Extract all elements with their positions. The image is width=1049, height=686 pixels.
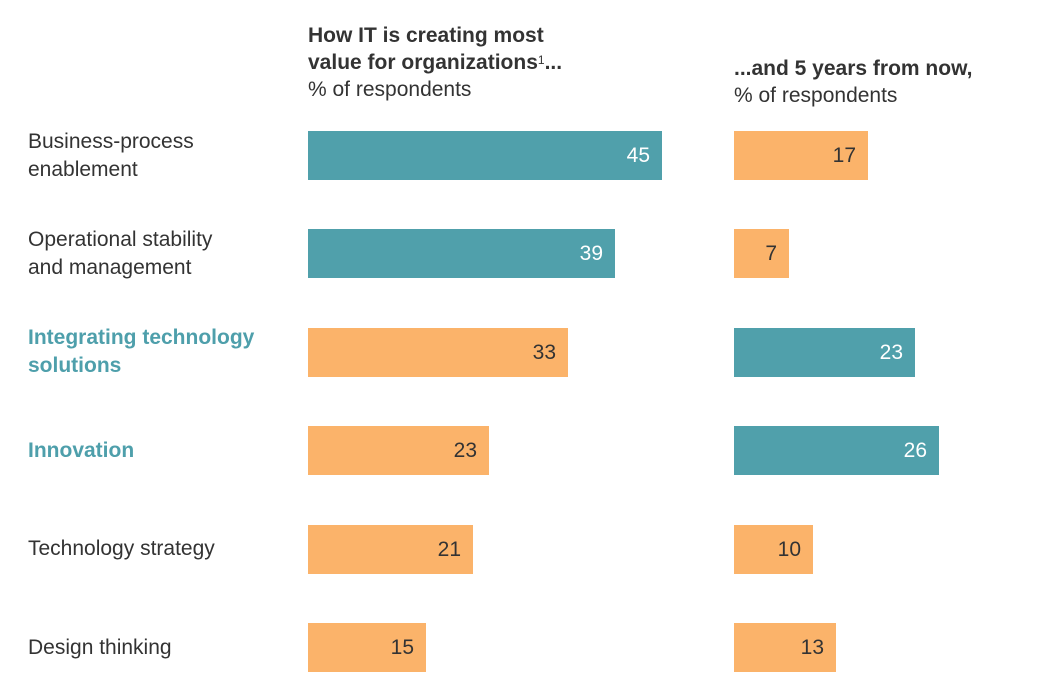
bar-value-label: 33 <box>532 340 556 364</box>
future-bar: 13 <box>734 623 836 672</box>
bar-value-label: 10 <box>777 537 801 561</box>
footnote-marker: 1 <box>537 53 545 67</box>
future-bar: 26 <box>734 426 939 476</box>
current-bar: 23 <box>308 426 489 476</box>
category-label: Technology strategy <box>28 535 308 563</box>
left-chart-title-line1: How IT is creating most <box>308 24 544 47</box>
bar-value-label: 15 <box>390 636 414 659</box>
category-label-line: Innovation <box>28 438 135 462</box>
category-label-line: and management <box>28 255 192 279</box>
left-chart-title-line2: value for organizations <box>308 51 538 74</box>
right-chart-title: ...and 5 years from now, <box>734 57 973 80</box>
future-bar: 10 <box>734 524 813 574</box>
future-bar: 7 <box>734 229 789 279</box>
category-label: Innovation <box>28 437 308 465</box>
category-label-line: Integrating technology <box>28 326 255 350</box>
category-label-line: Technology strategy <box>28 537 215 561</box>
future-bar: 17 <box>734 131 868 180</box>
current-bar: 21 <box>308 524 473 574</box>
bar-value-label: 21 <box>437 537 461 561</box>
current-bar: 45 <box>308 131 662 180</box>
category-label: Integrating technology solutions <box>28 324 308 380</box>
right-chart-header: ...and 5 years from now, % of respondent… <box>734 55 972 109</box>
current-bar: 33 <box>308 327 568 377</box>
bar-value-label: 13 <box>800 636 824 659</box>
bar-value-label: 45 <box>626 144 650 167</box>
left-chart-header: How IT is creating most value for organi… <box>308 22 562 103</box>
category-label-line: enablement <box>28 157 138 181</box>
category-label: Business-process enablement <box>28 128 308 184</box>
left-chart-subtitle: % of respondents <box>308 78 472 101</box>
bar-value-label: 26 <box>903 439 927 463</box>
category-label-line: solutions <box>28 354 122 378</box>
category-label: Design thinking <box>28 634 308 662</box>
current-bar: 39 <box>308 229 615 279</box>
category-label: Operational stability and management <box>28 226 308 282</box>
current-bar: 15 <box>308 623 426 672</box>
category-label-line: Operational stability <box>28 227 213 251</box>
category-label-line: Business-process <box>28 129 194 153</box>
bar-value-label: 17 <box>832 144 856 167</box>
category-label-line: Design thinking <box>28 635 172 659</box>
future-bar: 23 <box>734 327 915 377</box>
bar-value-label: 23 <box>879 340 903 364</box>
right-chart-subtitle: % of respondents <box>734 84 898 107</box>
bar-value-label: 23 <box>453 439 477 463</box>
bar-value-label: 7 <box>765 242 777 266</box>
title-ellipsis: ... <box>544 51 563 74</box>
bar-value-label: 39 <box>579 242 603 266</box>
